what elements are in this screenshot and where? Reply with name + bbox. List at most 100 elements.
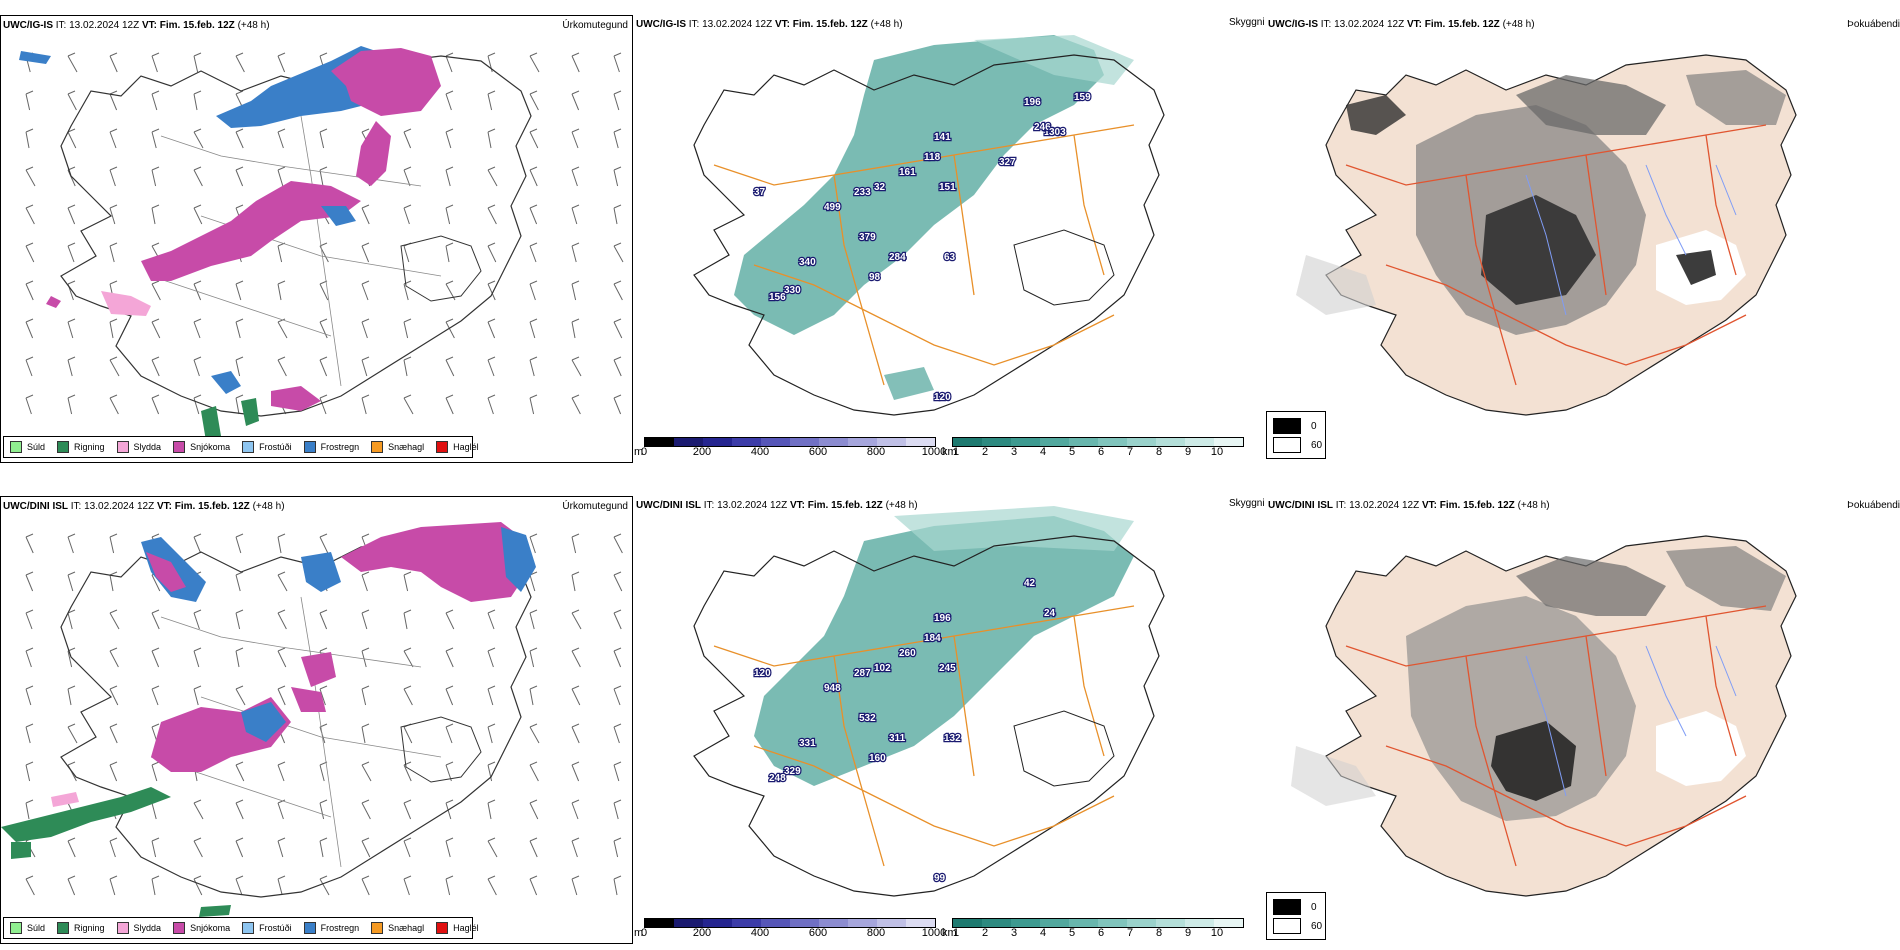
wind-barb	[319, 875, 330, 896]
ceiling-label: 196	[1024, 97, 1041, 108]
wind-barb	[529, 837, 538, 858]
colorbar-tick: 600	[808, 446, 828, 458]
wind-barb	[529, 166, 538, 187]
wind-barb	[487, 280, 496, 301]
wind-barb	[445, 723, 454, 744]
wind-barb	[529, 280, 538, 301]
wind-barb	[613, 533, 623, 554]
wind-barb	[193, 356, 202, 377]
colorbar-cell	[953, 919, 982, 927]
wind-barb	[25, 394, 34, 415]
wind-barb	[67, 90, 77, 111]
wind-barb	[235, 875, 244, 896]
wind-barb	[151, 166, 160, 187]
wind-barb	[67, 685, 76, 706]
wind-barb	[25, 128, 34, 149]
ceiling-label: 948	[824, 683, 841, 694]
wind-barb	[487, 609, 496, 630]
wind-barb	[529, 799, 539, 820]
wind-barb	[277, 571, 288, 592]
wind-barb	[445, 837, 454, 858]
wind-barb	[361, 242, 370, 263]
ceiling-label: 184	[924, 633, 941, 644]
wind-barb	[613, 685, 622, 706]
wind-barb	[151, 90, 160, 111]
wind-barb	[571, 761, 580, 782]
wind-barb	[109, 318, 118, 339]
colorbar-tick: 6	[1097, 927, 1105, 939]
colorbar-cell	[1185, 919, 1214, 927]
wind-barb	[445, 799, 454, 820]
colorbar-tick: 4	[1039, 446, 1047, 458]
wind-barb	[25, 166, 36, 187]
ceiling-label: 118	[924, 152, 941, 163]
wind-barb	[25, 90, 34, 111]
colorbar-cell	[761, 438, 790, 446]
wind-barb	[529, 723, 540, 744]
wind-barb	[235, 685, 246, 706]
wind-barb	[193, 685, 202, 706]
wind-barb	[571, 394, 581, 415]
colorbar-cell	[1040, 438, 1069, 446]
wind-barb	[25, 647, 34, 668]
visibility-colorbar: km 1 2 3 4 5 6 7 8 9 10	[942, 918, 1262, 944]
colorbar-cell	[1156, 438, 1185, 446]
wind-barb	[361, 394, 370, 415]
colorbar-tick: 0	[640, 446, 648, 458]
wind-barb	[403, 609, 412, 630]
legend-swatch	[242, 441, 255, 453]
wind-barb	[235, 318, 244, 339]
wind-barb	[529, 128, 539, 149]
wind-barb	[277, 799, 286, 820]
wind-barb	[25, 875, 35, 896]
wind-barb	[25, 609, 34, 630]
legend-label: Slydda	[133, 442, 162, 452]
wind-barb	[613, 128, 622, 149]
colorbar-tick: 400	[750, 446, 770, 458]
wind-barb	[445, 128, 454, 149]
legend-item: Súld	[10, 922, 45, 934]
ceiling-label: 63	[944, 252, 956, 263]
river-network	[1525, 645, 1737, 797]
wind-barb	[235, 166, 244, 187]
wind-barb	[193, 837, 203, 858]
wind-barb	[25, 761, 34, 782]
wind-barb	[67, 875, 76, 896]
legend-label: Snjókoma	[190, 442, 231, 452]
glacier-outline	[400, 235, 482, 302]
wind-barb	[529, 609, 538, 630]
wind-barb	[487, 875, 497, 896]
wind-barb	[403, 356, 412, 377]
visibility-shading	[754, 516, 1134, 786]
wind-barb	[571, 837, 580, 858]
wind-barb	[571, 356, 582, 377]
colorbar-cell	[1127, 919, 1156, 927]
wind-barb	[193, 875, 203, 896]
wind-barb	[319, 356, 328, 377]
wind-barb	[277, 609, 287, 630]
colorbar-cell	[1127, 438, 1156, 446]
panel-name: Þokuábendi	[1847, 19, 1900, 30]
colorbar-cell	[674, 438, 703, 446]
wind-barb	[235, 761, 245, 782]
panel-title: UWC/DINI ISL IT: 13.02.2024 12Z VT: Fim.…	[3, 501, 285, 512]
ceiling-label: 160	[1044, 127, 1061, 138]
wind-barb	[277, 318, 288, 339]
wind-barb	[613, 609, 622, 630]
wind-barb	[487, 166, 498, 187]
wind-barb	[487, 685, 496, 706]
wind-barb	[403, 761, 412, 782]
wind-barb	[235, 52, 245, 73]
legend-label: Rigning	[74, 442, 105, 452]
colorbar-cell	[1098, 919, 1127, 927]
wind-barb	[151, 761, 160, 782]
wind-barb	[109, 609, 120, 630]
wind-barb	[109, 166, 118, 187]
wind-barb	[445, 609, 455, 630]
fog-legend-label: 0	[1311, 901, 1317, 913]
wind-barb	[403, 242, 412, 263]
colorbar-cell	[819, 919, 848, 927]
ceiling-label: 233	[854, 187, 871, 198]
wind-barbs	[25, 533, 623, 896]
wind-barb	[613, 837, 622, 858]
